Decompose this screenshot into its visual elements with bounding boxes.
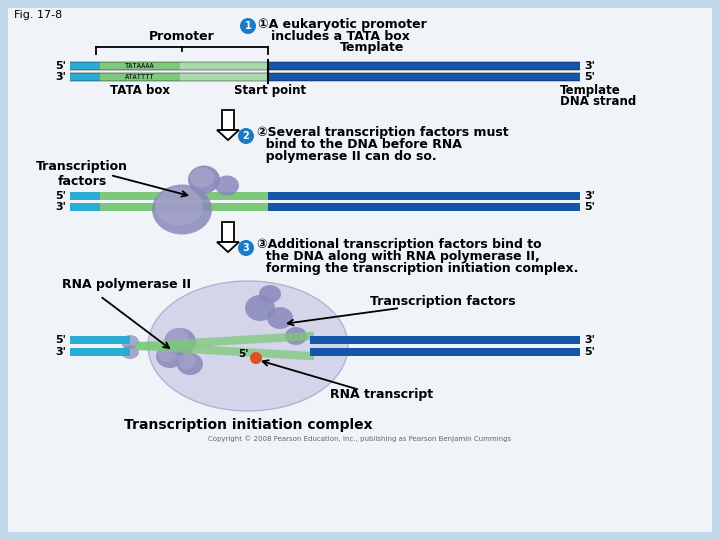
Text: 3': 3'	[55, 72, 66, 82]
Ellipse shape	[245, 295, 275, 321]
Text: forming the transcription initiation complex.: forming the transcription initiation com…	[257, 262, 578, 275]
Ellipse shape	[188, 165, 220, 193]
Polygon shape	[217, 130, 239, 140]
Text: RNA transcript: RNA transcript	[330, 388, 433, 401]
Bar	[100, 73, 180, 81]
Bar	[70, 73, 100, 81]
Text: ③Additional transcription factors bind to: ③Additional transcription factors bind t…	[257, 238, 541, 251]
Ellipse shape	[259, 285, 281, 303]
Ellipse shape	[121, 345, 139, 359]
Bar	[70, 336, 130, 344]
Polygon shape	[217, 242, 239, 252]
Ellipse shape	[178, 353, 196, 369]
Text: TATAAAA: TATAAAA	[125, 63, 155, 69]
Text: 5': 5'	[55, 61, 66, 71]
Ellipse shape	[155, 187, 203, 226]
Text: the DNA along with RNA polymerase II,: the DNA along with RNA polymerase II,	[257, 250, 540, 263]
Bar	[222, 110, 234, 130]
Ellipse shape	[152, 185, 212, 234]
Text: Transcription
factors: Transcription factors	[36, 160, 128, 188]
Text: 1: 1	[245, 21, 251, 31]
Ellipse shape	[215, 176, 239, 195]
Ellipse shape	[177, 353, 203, 375]
Text: Start point: Start point	[234, 84, 306, 97]
Text: DNA strand: DNA strand	[560, 95, 636, 108]
Text: 5': 5'	[584, 347, 595, 357]
Bar	[70, 203, 100, 211]
Ellipse shape	[267, 307, 293, 329]
Text: bind to the DNA before RNA: bind to the DNA before RNA	[257, 138, 462, 151]
Text: 3': 3'	[584, 61, 595, 71]
Text: includes a TATA box: includes a TATA box	[258, 30, 410, 43]
Ellipse shape	[190, 167, 214, 187]
Ellipse shape	[164, 328, 196, 356]
Bar	[100, 192, 268, 200]
Ellipse shape	[156, 344, 184, 368]
Ellipse shape	[165, 328, 189, 350]
Text: 3': 3'	[584, 191, 595, 201]
Ellipse shape	[121, 335, 139, 349]
Bar	[222, 222, 234, 242]
Text: 3: 3	[243, 243, 249, 253]
Text: ATATTTT: ATATTTT	[125, 74, 155, 80]
Bar	[180, 62, 268, 70]
Circle shape	[238, 128, 254, 144]
Bar	[268, 203, 580, 211]
Text: 5': 5'	[584, 202, 595, 212]
Text: Template: Template	[340, 41, 405, 54]
Text: Fig. 17-8: Fig. 17-8	[14, 10, 62, 20]
Bar	[100, 62, 180, 70]
Bar	[268, 192, 580, 200]
Text: Copyright © 2008 Pearson Education, Inc., publishing as Pearson Benjamin Cumming: Copyright © 2008 Pearson Education, Inc.…	[208, 435, 512, 442]
Text: 5': 5'	[55, 335, 66, 345]
Bar	[268, 62, 580, 70]
Bar	[180, 73, 268, 81]
Ellipse shape	[157, 344, 177, 362]
Bar	[310, 336, 580, 344]
Ellipse shape	[285, 327, 307, 345]
Text: RNA polymerase II: RNA polymerase II	[62, 278, 191, 291]
Text: ①A eukaryotic promoter: ①A eukaryotic promoter	[258, 18, 427, 31]
Text: 5': 5'	[238, 349, 248, 359]
Text: Template: Template	[560, 84, 621, 97]
Text: TATA box: TATA box	[110, 84, 170, 97]
Text: ②Several transcription factors must: ②Several transcription factors must	[257, 126, 508, 139]
Text: Transcription factors: Transcription factors	[370, 295, 516, 308]
Ellipse shape	[148, 281, 348, 411]
Bar	[310, 348, 580, 356]
Text: Promoter: Promoter	[149, 30, 215, 43]
Bar	[70, 348, 130, 356]
Circle shape	[240, 18, 256, 34]
Circle shape	[238, 240, 254, 256]
Text: 3': 3'	[55, 202, 66, 212]
Text: polymerase II can do so.: polymerase II can do so.	[257, 150, 436, 163]
Text: 3': 3'	[584, 335, 595, 345]
Text: 5': 5'	[55, 191, 66, 201]
Text: 2: 2	[243, 131, 249, 141]
Bar	[70, 192, 100, 200]
Text: 3': 3'	[55, 347, 66, 357]
Text: Transcription initiation complex: Transcription initiation complex	[124, 418, 372, 432]
Bar	[70, 62, 100, 70]
Bar	[100, 203, 268, 211]
Circle shape	[250, 352, 262, 364]
Bar	[268, 73, 580, 81]
Text: 5': 5'	[584, 72, 595, 82]
